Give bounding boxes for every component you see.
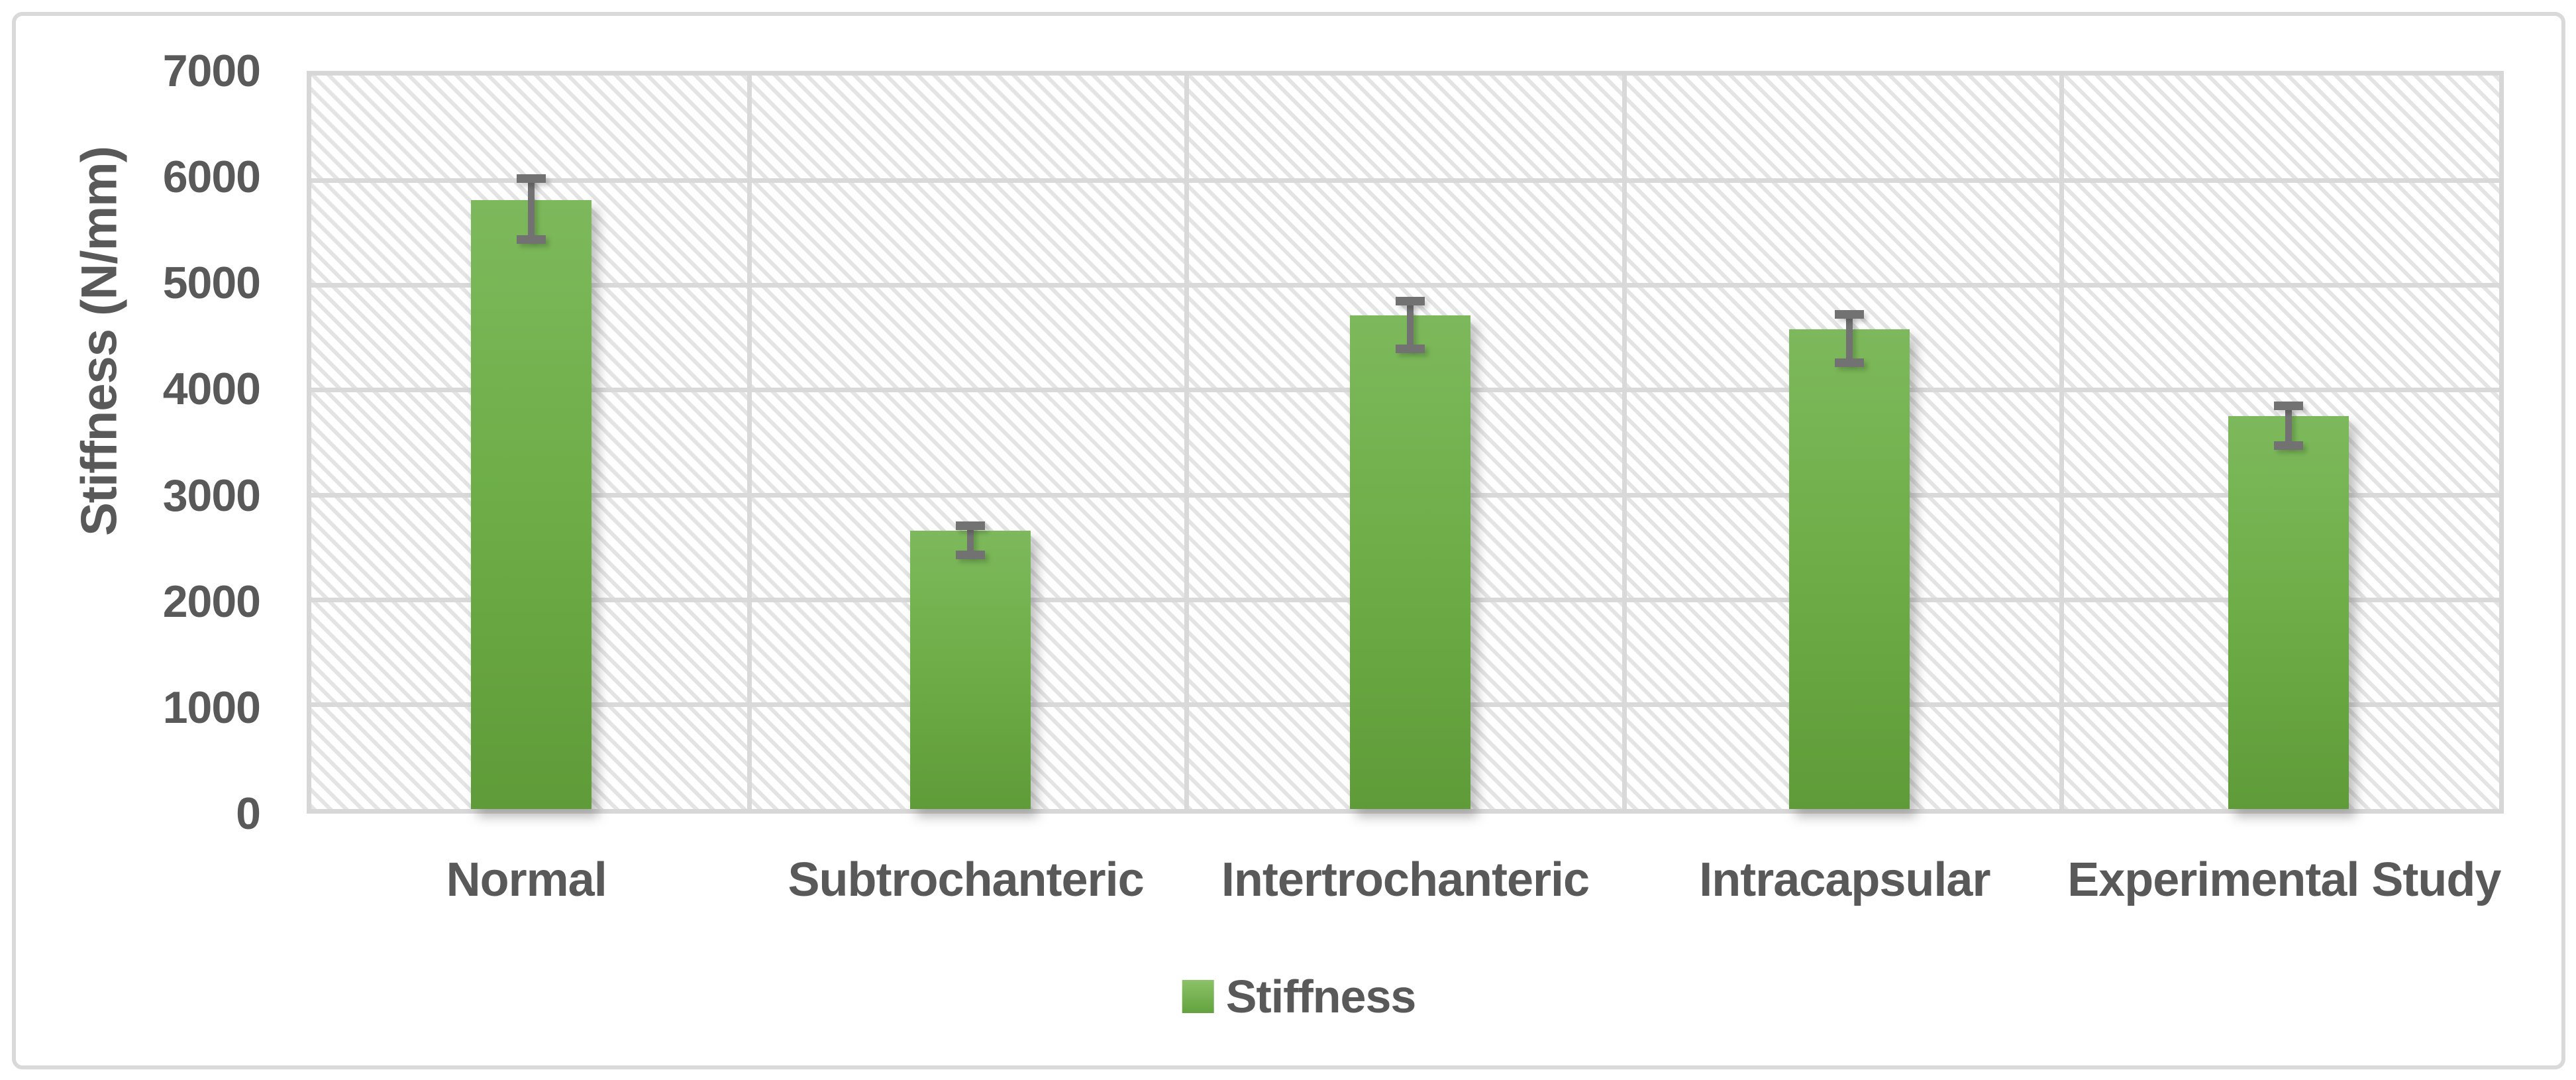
- h-gridline: [311, 178, 2499, 184]
- bar-subtrochanteric: [910, 531, 1031, 809]
- bar-normal: [470, 199, 592, 809]
- legend-label: Stiffness: [1225, 971, 1417, 1022]
- error-bar-top-cap: [1834, 310, 1864, 319]
- y-axis-tick-label: 0: [236, 788, 261, 839]
- v-gridline: [1622, 76, 1627, 809]
- y-axis-tick-label: 3000: [162, 470, 261, 521]
- y-axis-tick-label: 2000: [162, 576, 261, 627]
- category-label: Normal: [446, 853, 607, 906]
- y-axis-tick-label: 5000: [162, 258, 261, 309]
- error-bar-stem: [2285, 405, 2293, 446]
- bar-experimental-study: [2228, 416, 2349, 809]
- plot-area: [307, 71, 2504, 814]
- v-gridline: [2059, 76, 2065, 809]
- h-gridline: [311, 283, 2499, 288]
- v-gridline: [747, 76, 752, 809]
- error-bar-bottom-cap: [516, 235, 546, 244]
- category-label: Experimental Study: [2067, 853, 2501, 906]
- y-axis-tick-label: 6000: [162, 152, 261, 203]
- legend: Stiffness: [1182, 970, 1416, 1023]
- error-bar-bottom-cap: [2274, 441, 2304, 450]
- error-bar-top-cap: [2274, 402, 2304, 411]
- category-label: Intertrochanteric: [1221, 853, 1590, 906]
- bar-intertrochanteric: [1349, 315, 1470, 809]
- error-bar-stem: [1406, 300, 1414, 350]
- error-bar-top-cap: [956, 521, 986, 530]
- legend-swatch-stiffness-icon: [1182, 980, 1214, 1013]
- v-gridline: [1184, 76, 1190, 809]
- category-label: Intracapsular: [1699, 853, 1990, 906]
- error-bar-top-cap: [1395, 296, 1425, 305]
- bar-intracapsular: [1788, 329, 1910, 809]
- y-axis-tick-label: 4000: [162, 364, 261, 415]
- error-bar-stem: [967, 525, 974, 555]
- category-label: Subtrochanteric: [788, 853, 1145, 906]
- error-bar-bottom-cap: [956, 550, 986, 559]
- error-bar-top-cap: [516, 174, 546, 184]
- error-bar-stem: [1845, 314, 1853, 363]
- error-bar-bottom-cap: [1834, 358, 1864, 367]
- y-axis-tick-label: 1000: [162, 682, 261, 733]
- y-axis-tick-label: 7000: [162, 46, 261, 96]
- error-bar-stem: [527, 178, 535, 241]
- error-bar-bottom-cap: [1395, 345, 1425, 354]
- x-axis-category-labels: Normal Subtrochanteric Intertrochanteric In…: [307, 850, 2504, 910]
